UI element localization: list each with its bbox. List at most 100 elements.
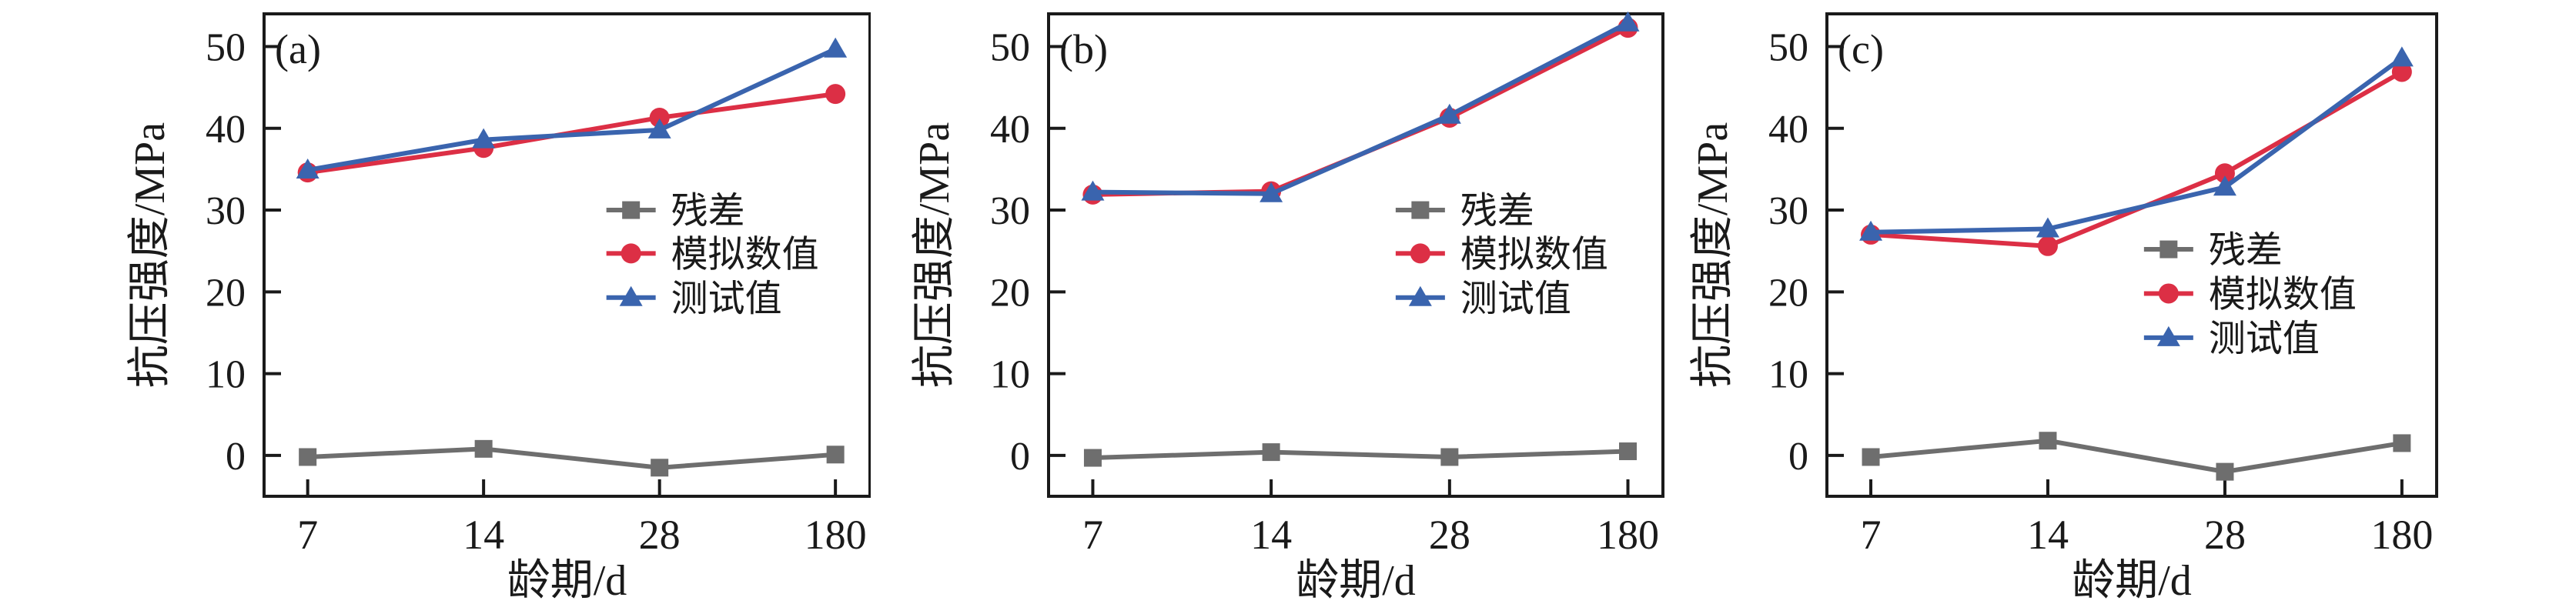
- y-tick-label: 30: [990, 189, 1030, 233]
- residual-series-marker: [1862, 448, 1880, 466]
- panel-label: (b): [1059, 26, 1108, 72]
- residual-series-marker: [1083, 449, 1102, 467]
- residual-series-marker: [2216, 462, 2234, 481]
- simulated-series-line: [1870, 69, 2404, 249]
- y-tick-label: 10: [206, 353, 246, 397]
- residual-series-marker: [2039, 432, 2057, 450]
- plot-box: [263, 12, 871, 498]
- legend-triangle-icon: [619, 285, 643, 306]
- test-series-marker: [296, 158, 319, 179]
- residual-series-marker: [826, 445, 845, 464]
- x-tick-label: 28: [1429, 512, 1470, 558]
- simulated-series-marker: [825, 84, 846, 105]
- test-series-marker: [2390, 46, 2414, 67]
- legend-label: 测试值: [671, 279, 782, 319]
- x-tick-label: 28: [2204, 512, 2246, 558]
- legend-triangle-icon: [2156, 325, 2180, 346]
- test-series-line: [307, 46, 837, 172]
- residual-series-marker: [2393, 434, 2411, 452]
- y-tick-label: 20: [990, 271, 1030, 315]
- y-tick-label: 50: [990, 26, 1030, 70]
- y-tick-label: 30: [1768, 189, 1808, 233]
- test-series-marker: [1616, 11, 1640, 32]
- legend-label: 模拟数值: [2209, 274, 2357, 315]
- test-series-marker: [1437, 103, 1461, 124]
- simulated-series-marker: [2214, 163, 2235, 184]
- legend-label: 残差: [2209, 230, 2283, 271]
- y-tick-label: 40: [206, 108, 246, 152]
- residual-series-line: [1092, 449, 1628, 461]
- x-axis-title: 龄期/d: [507, 557, 627, 604]
- simulated-series-line: [1092, 25, 1629, 197]
- x-tick-label: 28: [639, 512, 681, 558]
- y-tick-label: 50: [1768, 26, 1808, 70]
- legend-square-icon: [2159, 240, 2178, 259]
- x-tick-label: 180: [1597, 512, 1659, 558]
- simulated-series-marker: [2391, 62, 2412, 82]
- test-series-line: [1870, 55, 2404, 235]
- residual-series-marker: [1262, 443, 1280, 462]
- y-tick-label: 40: [1768, 108, 1808, 152]
- test-series-line: [1092, 21, 1629, 196]
- legend-label: 测试值: [1460, 279, 1571, 319]
- chart-panel-c: 0 10 20 30 40 50 7 14 28 180 抗压强度/MPa 龄期/d (c) 残差模拟数值…: [1689, 12, 2438, 604]
- legend-label: 残差: [671, 191, 745, 232]
- residual-series-marker: [1619, 442, 1638, 461]
- y-axis-title: 抗压强度/MPa: [126, 122, 174, 388]
- legend-square-icon: [622, 201, 641, 219]
- legend-circle-icon: [621, 243, 641, 264]
- y-tick-label: 30: [206, 189, 246, 233]
- legend-label: 残差: [1460, 191, 1534, 232]
- plot-box: [1047, 12, 1664, 498]
- x-tick-label: 14: [463, 512, 504, 558]
- chart-panel-a: 0 10 20 30 40 50 7 14 28 180 抗压强度/MPa 龄期/d (a) 残差模拟数值…: [126, 12, 871, 604]
- panel-label: (c): [1838, 26, 1884, 72]
- panel-label: (a): [275, 26, 321, 72]
- test-series-marker: [647, 118, 671, 138]
- simulated-series-marker: [649, 107, 670, 128]
- residual-series-marker: [474, 439, 493, 458]
- x-tick-label: 180: [2370, 512, 2433, 558]
- y-tick-label: 50: [206, 26, 246, 70]
- plot-box: [1825, 12, 2438, 498]
- x-tick-label: 180: [805, 512, 867, 558]
- y-tick-label: 20: [1768, 271, 1808, 315]
- legend-triangle-icon: [1408, 285, 1432, 306]
- x-tick-label: 14: [2027, 512, 2069, 558]
- test-series-marker: [2213, 175, 2236, 196]
- x-tick-label: 7: [1082, 512, 1103, 558]
- y-tick-label: 10: [990, 353, 1030, 397]
- y-tick-label: 0: [1788, 435, 1808, 479]
- chart-panel-b: 0 10 20 30 40 50 7 14 28 180 抗压强度/MPa 龄期/d (b) 残差模拟数值…: [911, 11, 1664, 604]
- y-tick-label: 10: [1768, 353, 1808, 397]
- test-series-marker: [472, 128, 496, 148]
- y-axis-title: 抗压强度/MPa: [1689, 122, 1737, 388]
- legend-square-icon: [1411, 201, 1430, 219]
- y-tick-label: 40: [990, 108, 1030, 152]
- legend-label: 模拟数值: [671, 234, 819, 275]
- residual-series-line: [1870, 438, 2403, 475]
- test-series-marker: [1260, 182, 1283, 202]
- y-tick-label: 0: [1010, 435, 1030, 479]
- y-axis-title: 抗压强度/MPa: [911, 122, 958, 388]
- x-tick-label: 14: [1250, 512, 1292, 558]
- test-series-marker: [2036, 217, 2059, 238]
- legend-label: 测试值: [2209, 319, 2320, 359]
- residual-series-marker: [651, 459, 669, 477]
- simulated-series-marker: [2037, 235, 2058, 256]
- residual-series-marker: [299, 448, 317, 466]
- legend-circle-icon: [1410, 243, 1430, 264]
- legend-label: 模拟数值: [1460, 234, 1608, 275]
- x-tick-label: 7: [1861, 512, 1882, 558]
- legend-circle-icon: [2158, 283, 2179, 304]
- test-series-marker: [1859, 220, 1883, 241]
- y-tick-label: 20: [206, 271, 246, 315]
- x-axis-title: 龄期/d: [2072, 557, 2192, 604]
- residual-series-line: [307, 446, 836, 470]
- x-axis-title: 龄期/d: [1296, 557, 1416, 604]
- test-series-marker: [1081, 180, 1105, 201]
- y-tick-label: 0: [226, 435, 246, 479]
- test-series-marker: [824, 37, 848, 58]
- residual-series-marker: [1440, 448, 1459, 466]
